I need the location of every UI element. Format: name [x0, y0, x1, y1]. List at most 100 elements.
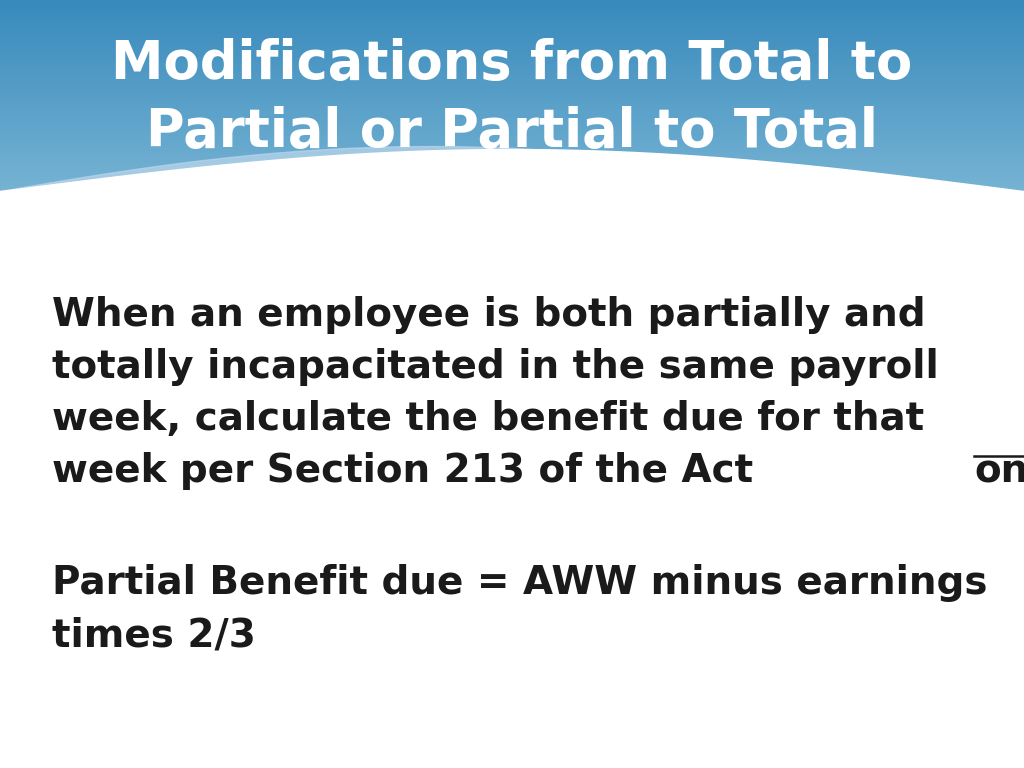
Bar — [0, 95, 1024, 98]
Bar — [0, 57, 1024, 59]
Bar — [0, 161, 1024, 163]
Bar — [0, 208, 1024, 210]
Bar — [0, 29, 1024, 31]
Text: week, calculate the benefit due for that: week, calculate the benefit due for that — [52, 400, 924, 438]
Bar — [0, 165, 1024, 167]
Bar — [0, 34, 1024, 36]
Bar — [0, 98, 1024, 100]
Bar — [0, 88, 1024, 91]
Bar — [0, 163, 1024, 165]
Bar — [0, 86, 1024, 88]
Bar — [0, 193, 1024, 195]
Bar — [0, 93, 1024, 95]
Bar — [0, 118, 1024, 120]
Bar — [0, 134, 1024, 136]
Bar — [0, 145, 1024, 147]
Bar — [0, 147, 1024, 150]
Bar — [0, 195, 1024, 197]
Text: totally incapacitated in the same payroll: totally incapacitated in the same payrol… — [52, 348, 939, 386]
Bar — [0, 127, 1024, 129]
Bar — [0, 64, 1024, 66]
Bar — [0, 21, 1024, 22]
Text: only: only — [974, 452, 1024, 490]
Bar — [0, 27, 1024, 29]
Bar — [0, 186, 1024, 188]
Bar — [0, 177, 1024, 179]
Bar — [0, 222, 1024, 224]
Bar — [0, 70, 1024, 72]
Bar — [0, 52, 1024, 55]
Bar — [0, 16, 1024, 18]
Bar — [0, 152, 1024, 154]
Bar — [0, 159, 1024, 161]
Bar — [0, 41, 1024, 43]
Bar — [0, 14, 1024, 16]
Bar — [0, 204, 1024, 206]
Bar — [0, 68, 1024, 70]
Text: When an employee is both partially and: When an employee is both partially and — [52, 296, 926, 334]
Bar — [0, 102, 1024, 104]
Bar — [0, 210, 1024, 213]
Bar — [0, 154, 1024, 157]
Bar — [0, 115, 1024, 118]
Bar — [0, 141, 1024, 143]
Bar — [0, 172, 1024, 174]
Bar — [0, 2, 1024, 5]
Bar — [0, 170, 1024, 172]
Bar — [0, 220, 1024, 222]
Bar — [0, 109, 1024, 111]
Bar — [0, 45, 1024, 48]
Bar — [0, 213, 1024, 215]
Bar — [0, 131, 1024, 134]
Bar — [0, 66, 1024, 68]
Bar — [0, 43, 1024, 45]
Bar — [0, 157, 1024, 159]
Bar — [0, 215, 1024, 217]
Bar — [0, 150, 1024, 152]
Bar — [0, 138, 1024, 141]
Bar — [0, 181, 1024, 184]
Bar — [0, 81, 1024, 84]
Bar — [0, 136, 1024, 138]
Bar — [0, 179, 1024, 181]
Bar — [0, 190, 1024, 193]
Bar — [0, 25, 1024, 27]
Bar — [0, 12, 1024, 14]
Bar — [0, 206, 1024, 208]
Bar — [0, 84, 1024, 86]
Text: Partial Benefit due = AWW minus earnings: Partial Benefit due = AWW minus earnings — [52, 564, 987, 602]
Bar — [0, 197, 1024, 200]
Bar — [0, 61, 1024, 64]
Bar — [0, 143, 1024, 145]
Bar — [0, 7, 1024, 9]
Bar — [0, 129, 1024, 131]
Bar — [0, 22, 1024, 25]
Text: Modifications from Total to: Modifications from Total to — [112, 38, 912, 90]
Bar — [0, 91, 1024, 93]
Text: times 2/3: times 2/3 — [52, 616, 256, 654]
Bar — [0, 111, 1024, 113]
Bar — [0, 202, 1024, 204]
Bar — [0, 167, 1024, 170]
Bar — [0, 188, 1024, 190]
Bar — [0, 124, 1024, 127]
Bar — [0, 18, 1024, 21]
Bar — [0, 122, 1024, 124]
Bar — [0, 104, 1024, 107]
Bar — [0, 31, 1024, 34]
Bar — [0, 74, 1024, 77]
Bar — [0, 107, 1024, 109]
Bar — [0, 5, 1024, 7]
Bar — [0, 0, 1024, 2]
Bar — [0, 55, 1024, 57]
Bar — [0, 120, 1024, 122]
Bar — [0, 77, 1024, 79]
Bar — [0, 217, 1024, 220]
Bar — [0, 50, 1024, 52]
Bar — [0, 79, 1024, 81]
Bar — [0, 224, 1024, 227]
Bar — [0, 100, 1024, 102]
Bar — [0, 174, 1024, 177]
Text: week per Section 213 of the Act: week per Section 213 of the Act — [52, 452, 767, 490]
Bar — [0, 36, 1024, 38]
